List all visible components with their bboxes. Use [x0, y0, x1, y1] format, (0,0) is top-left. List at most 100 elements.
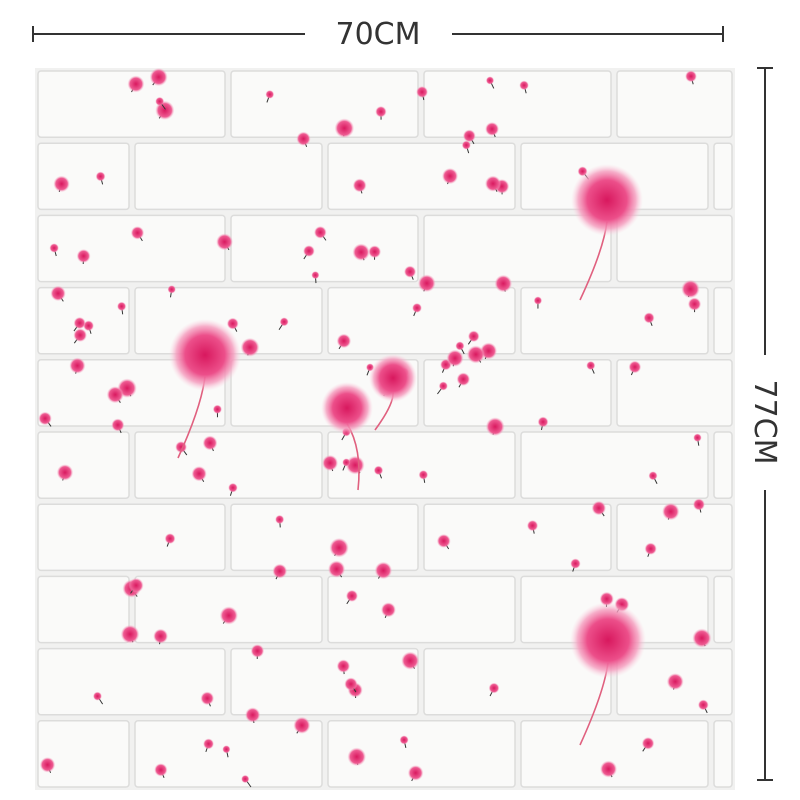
- small-flower: [336, 659, 351, 673]
- small-flower: [488, 682, 500, 694]
- brick: [37, 142, 130, 211]
- small-flower: [662, 502, 680, 521]
- small-flower: [685, 70, 697, 83]
- small-flower: [344, 677, 358, 691]
- small-flower: [241, 774, 250, 784]
- small-flower: [345, 455, 365, 475]
- small-flower: [313, 226, 327, 239]
- small-flower: [485, 76, 495, 85]
- small-flower: [250, 644, 265, 658]
- width-label: 70CM: [335, 17, 420, 52]
- small-flower: [401, 651, 420, 670]
- small-flower: [485, 121, 500, 136]
- small-flower: [265, 90, 275, 99]
- brick: [37, 647, 226, 716]
- brick: [423, 214, 612, 283]
- small-flower: [73, 316, 86, 330]
- brick: [134, 142, 323, 211]
- small-flower: [117, 301, 127, 311]
- small-flower: [240, 337, 260, 357]
- small-flower: [200, 691, 215, 706]
- brick: [423, 647, 612, 716]
- small-flower: [380, 602, 396, 618]
- small-flower: [50, 285, 66, 302]
- small-flower: [467, 330, 480, 343]
- small-flower: [154, 763, 168, 777]
- brick: [616, 70, 733, 138]
- small-flower: [648, 471, 658, 481]
- small-flower: [191, 466, 207, 482]
- brick: [520, 720, 709, 788]
- small-flower: [681, 279, 700, 299]
- small-flower: [128, 577, 144, 593]
- small-flower: [202, 435, 218, 451]
- small-flower: [272, 563, 288, 579]
- brick: [616, 359, 733, 427]
- small-flower: [73, 328, 87, 342]
- small-flower: [403, 265, 417, 278]
- small-flower: [644, 542, 657, 555]
- brick: [713, 431, 733, 499]
- brick: [713, 142, 733, 211]
- dandelion: [571, 164, 643, 236]
- small-flower: [352, 243, 370, 261]
- small-flower: [537, 416, 549, 428]
- brick: [37, 575, 130, 644]
- small-flower: [342, 458, 351, 467]
- small-flower: [693, 433, 702, 442]
- small-flower: [418, 470, 429, 480]
- small-flower: [485, 417, 505, 437]
- brick: [520, 286, 709, 355]
- small-flower: [92, 691, 102, 701]
- small-flower: [407, 765, 424, 781]
- small-flower: [591, 500, 607, 516]
- small-flower: [697, 699, 709, 711]
- small-flower: [38, 411, 52, 426]
- small-flower: [120, 624, 140, 644]
- small-flower: [533, 296, 543, 305]
- small-flower: [219, 606, 238, 625]
- small-flower: [375, 106, 387, 118]
- brick: [713, 575, 733, 644]
- small-flower: [494, 274, 513, 293]
- dandelion: [570, 602, 646, 678]
- small-flower: [76, 249, 91, 264]
- small-flower: [347, 747, 367, 767]
- small-flower: [484, 175, 502, 192]
- brick: [230, 503, 419, 572]
- small-flower: [466, 345, 485, 364]
- small-flower: [296, 131, 311, 146]
- small-flower: [203, 738, 214, 750]
- small-flower: [599, 760, 618, 778]
- brick: [423, 503, 612, 572]
- small-flower: [69, 357, 86, 374]
- small-flower: [456, 372, 471, 386]
- brick: [713, 286, 733, 355]
- small-flower: [49, 243, 59, 253]
- small-flower: [417, 274, 436, 293]
- small-flower: [226, 317, 239, 330]
- small-flower: [222, 745, 231, 754]
- small-flower: [436, 534, 451, 548]
- small-flower: [412, 303, 422, 313]
- brick: [423, 359, 612, 427]
- small-flower: [311, 271, 320, 280]
- small-flower: [212, 404, 222, 414]
- height-label: 77CM: [747, 379, 782, 464]
- brick: [230, 214, 419, 283]
- brick: [230, 70, 419, 138]
- small-flower: [83, 320, 94, 332]
- small-flower: [155, 96, 165, 106]
- brick: [327, 720, 516, 788]
- small-flower: [322, 454, 339, 472]
- small-flower: [462, 129, 476, 143]
- brick: [520, 431, 709, 499]
- small-flower: [245, 707, 261, 723]
- small-flower: [167, 285, 176, 294]
- small-flower: [373, 465, 384, 476]
- dandelion: [169, 319, 241, 391]
- small-flower: [153, 628, 169, 644]
- small-flower: [526, 520, 539, 532]
- small-flower: [641, 737, 655, 750]
